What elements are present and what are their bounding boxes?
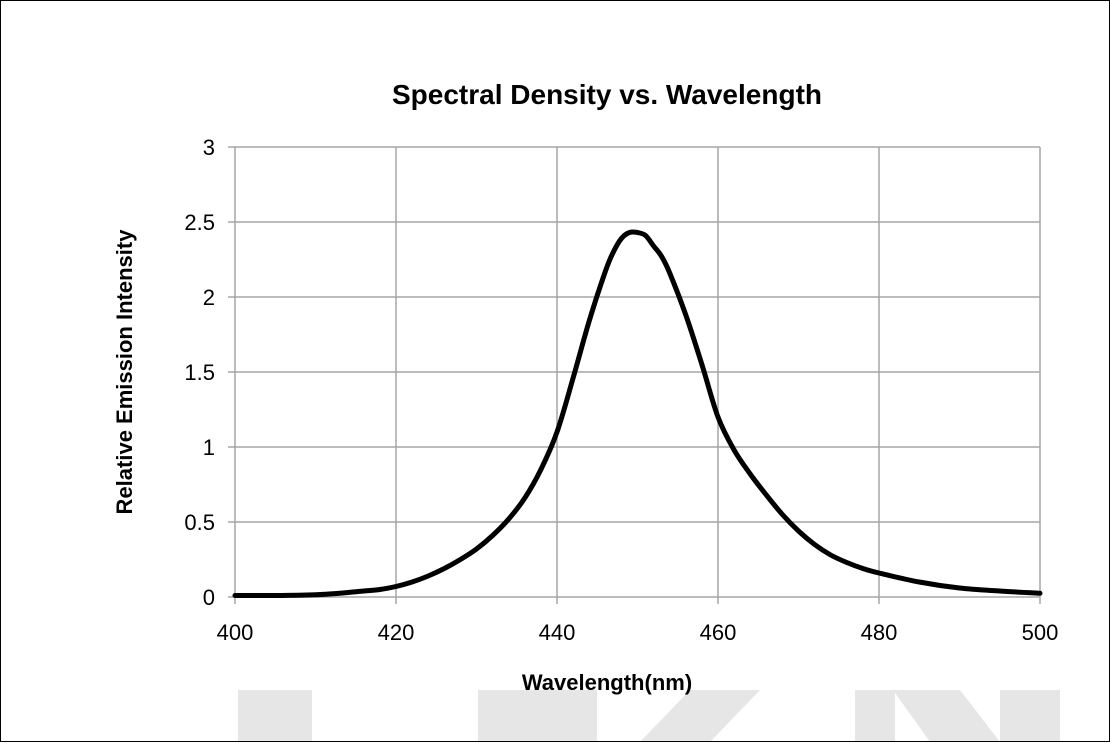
grid-lines	[235, 146, 1041, 597]
y-tick-label-2: 1	[203, 435, 215, 460]
watermark-letter-e	[855, 690, 895, 747]
y-tick-labels: 0 0.5 1 1.5 2 2.5 3	[184, 135, 215, 610]
watermark-letter-u-right	[545, 690, 597, 747]
x-tick-label-4: 480	[861, 620, 898, 645]
x-tick-label-0: 400	[217, 620, 254, 645]
y-tick-label-0: 0	[203, 585, 215, 610]
watermark-logo	[238, 690, 1060, 747]
x-tick-labels: 400 420 440 460 480 500	[217, 620, 1059, 645]
x-tick-label-2: 440	[539, 620, 576, 645]
chart-title: Spectral Density vs. Wavelength	[392, 79, 822, 110]
watermark-letter-l-stem	[238, 690, 312, 747]
x-tick-label-5: 500	[1022, 620, 1059, 645]
x-tick-label-3: 460	[700, 620, 737, 645]
y-tick-label-4: 2	[203, 285, 215, 310]
watermark-letter-n-diagonal	[893, 690, 1000, 742]
x-tick-label-1: 420	[378, 620, 415, 645]
y-axis-label: Relative Emission Intensity	[112, 229, 137, 515]
watermark-letter-n-right	[1000, 690, 1060, 747]
y-tick-label-1: 0.5	[184, 510, 215, 535]
y-tick-label-3: 1.5	[184, 360, 215, 385]
watermark-letter-m-diagonal	[640, 690, 760, 742]
y-tick-label-5: 2.5	[184, 210, 215, 235]
series-line-emission	[232, 229, 1043, 599]
watermark-letter-u-left	[478, 690, 550, 747]
x-axis-label: Wavelength(nm)	[522, 670, 692, 695]
y-tick-label-6: 3	[203, 135, 215, 160]
axes	[228, 146, 1041, 604]
